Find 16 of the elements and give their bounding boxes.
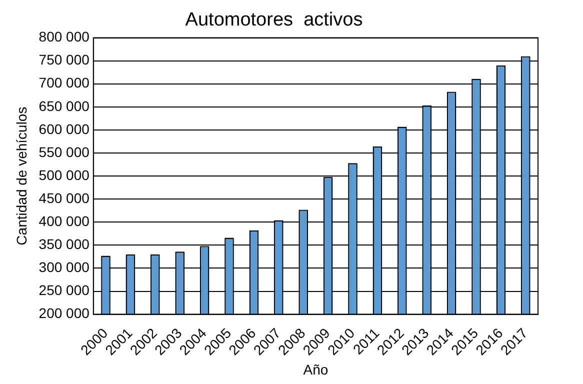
- chart-title: Automotores activos: [185, 10, 363, 31]
- y-tick-label: 500 000: [38, 166, 90, 183]
- y-tick-label: 700 000: [38, 74, 90, 91]
- y-tick-label: 550 000: [38, 144, 90, 160]
- x-axis-title: Año: [303, 361, 328, 378]
- y-tick-label: 400 000: [38, 212, 90, 229]
- y-tick-label: 250 000: [38, 282, 90, 298]
- y-tick-label: 200 000: [38, 305, 90, 322]
- y-tick-label: 650 000: [38, 98, 90, 114]
- y-tick-label: 800 000: [38, 28, 90, 45]
- y-axis-title: Cantidad de vehículos: [13, 106, 30, 246]
- y-tick-label: 300 000: [38, 259, 90, 276]
- y-tick-label: 600 000: [38, 120, 90, 137]
- y-tick-label: 350 000: [38, 236, 90, 252]
- y-tick-label: 450 000: [38, 190, 90, 206]
- y-tick-label: 750 000: [38, 52, 90, 68]
